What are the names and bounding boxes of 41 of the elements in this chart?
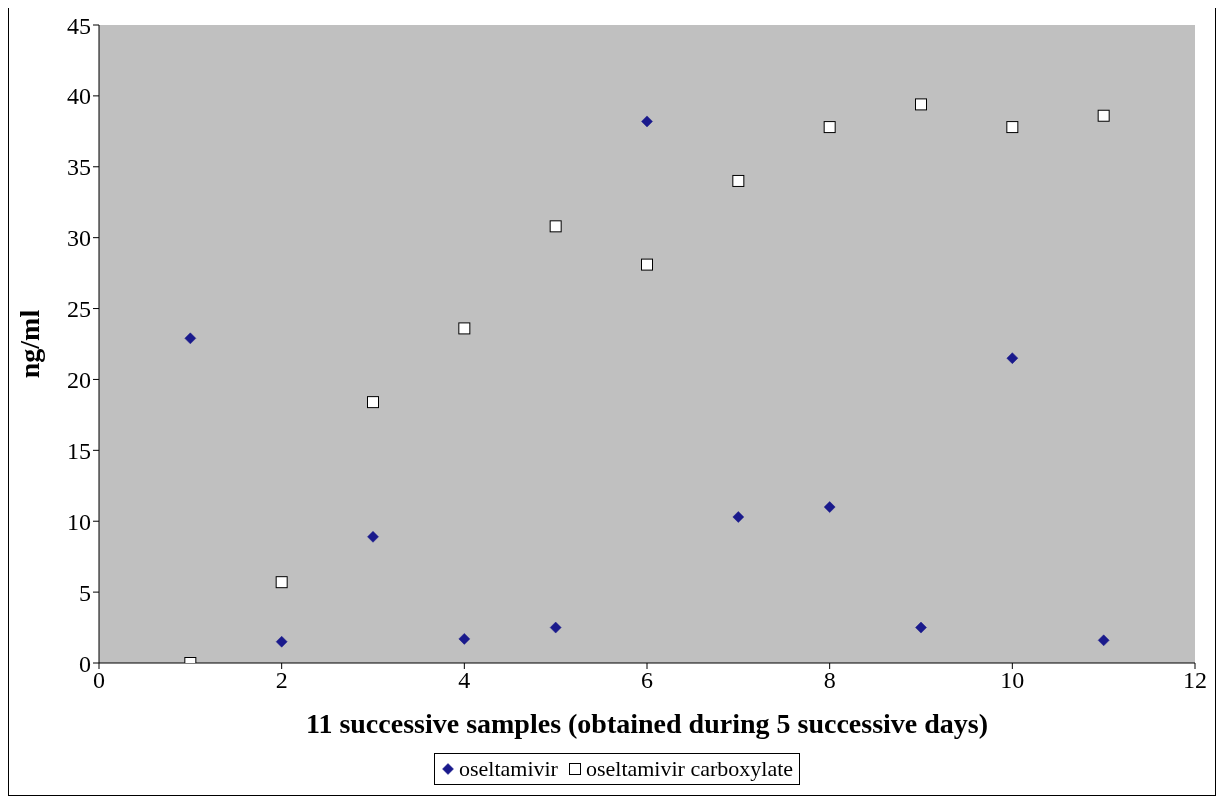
x-tick-label: 10	[1000, 667, 1025, 694]
x-tick-label: 6	[641, 667, 653, 694]
point	[275, 635, 288, 648]
point	[641, 258, 653, 271]
y-tick-label: 0	[79, 650, 91, 677]
y-tick-label: 40	[67, 83, 91, 110]
point	[549, 220, 562, 233]
point	[1006, 121, 1019, 134]
point	[549, 621, 562, 634]
point	[915, 621, 927, 634]
x-axis-title: 11 successive samples (obtained during 5 successive days)	[305, 708, 989, 739]
legend-label: oseltamivir	[458, 756, 558, 782]
point	[1097, 634, 1110, 647]
point	[184, 332, 197, 345]
y-tick-label: 45	[67, 12, 91, 39]
point	[367, 396, 379, 409]
point	[915, 98, 927, 111]
y-axis-title: ng/ml	[13, 309, 45, 379]
y-tick-label: 15	[67, 437, 91, 464]
point	[641, 115, 653, 128]
point	[275, 576, 288, 589]
x-tick-label: 8	[823, 667, 836, 694]
y-tick-label: 35	[67, 154, 91, 181]
point	[367, 531, 379, 543]
point	[823, 121, 836, 134]
y-tick-label: 30	[67, 225, 91, 252]
point	[1097, 109, 1110, 122]
y-tick-label: 20	[67, 366, 91, 393]
y-tick-label: 25	[67, 296, 91, 323]
point	[458, 322, 471, 335]
point	[732, 174, 745, 187]
legend-label: oseltamivir carboxylate	[585, 756, 794, 782]
point	[732, 511, 745, 523]
point	[458, 633, 471, 645]
x-tick-label: 12	[1183, 667, 1207, 694]
y-tick-label: 5	[79, 579, 91, 606]
point	[1006, 352, 1019, 364]
y-tick-label: 10	[67, 508, 91, 535]
x-tick-label: 2	[275, 667, 288, 694]
x-tick-label: 4	[458, 667, 471, 694]
point	[823, 501, 836, 513]
